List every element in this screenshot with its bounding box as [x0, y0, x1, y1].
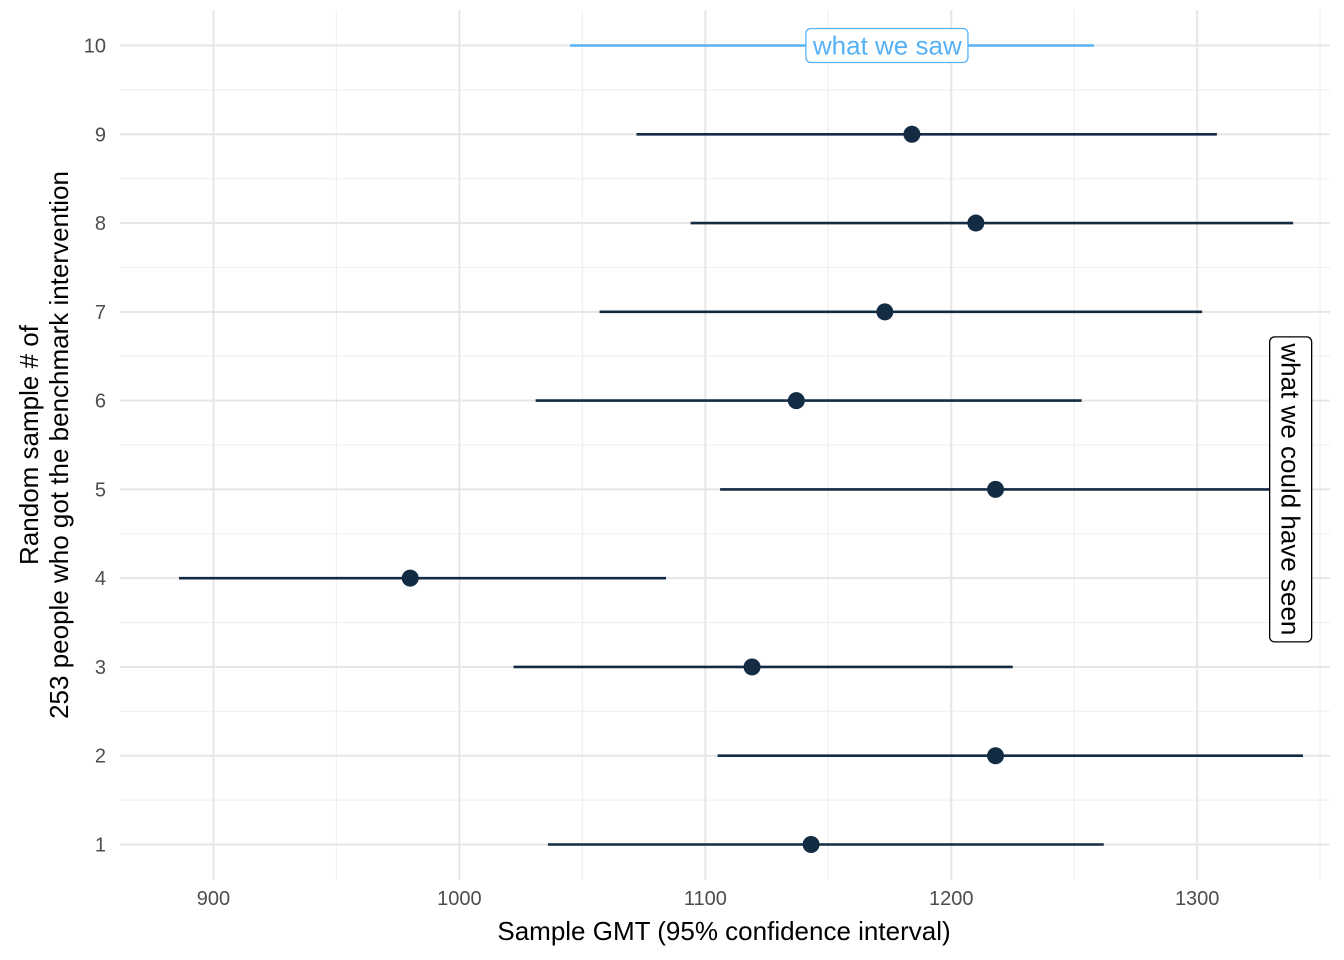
y-tick-label: 6	[95, 391, 106, 413]
y-axis-title: Random sample # of 253 people who got th…	[14, 171, 74, 719]
x-tick-label: 900	[197, 888, 230, 910]
gmt-point	[743, 658, 761, 676]
gmt-point	[987, 480, 1005, 498]
x-axis-title: Sample GMT (95% confidence interval)	[497, 916, 950, 946]
gmt-point	[967, 214, 985, 232]
point-range-sample-4	[179, 569, 666, 587]
gmt-point	[903, 125, 921, 143]
y-tick-label: 4	[95, 568, 106, 590]
y-tick-label: 3	[95, 657, 106, 679]
x-tick-label: 1000	[437, 888, 482, 910]
y-tick-label: 1	[95, 834, 106, 856]
gmt-point	[802, 835, 820, 853]
annotation-box	[805, 27, 969, 64]
y-axis-title-line-1: Random sample # of	[14, 324, 44, 565]
annotation-box	[1269, 336, 1313, 643]
y-axis-title-line-2: 253 people who got the benchmark interve…	[44, 171, 74, 719]
annotation-text: what we saw	[812, 31, 962, 61]
point-range-sample-8	[690, 214, 1294, 232]
point-range-sample-5	[720, 480, 1296, 498]
x-tick-label: 1300	[1175, 888, 1220, 910]
annotation-text: what we could have seen	[1276, 342, 1306, 635]
point-range-sample-6	[535, 392, 1082, 410]
annotation-label-2: what we could have seen	[1269, 336, 1313, 643]
point-range-sample-3	[513, 658, 1013, 676]
point-range-sample-7	[599, 303, 1203, 321]
x-tick-label: 1200	[929, 888, 974, 910]
point-range-sample-1	[547, 835, 1104, 853]
y-tick-label: 2	[95, 746, 106, 768]
x-tick-label: 1100	[684, 888, 727, 910]
gmt-point	[401, 569, 419, 587]
annotation-label-1: what we saw	[805, 27, 969, 64]
gmt-point	[787, 392, 805, 410]
y-tick-label: 8	[95, 213, 106, 235]
annotations: what we saw what we could have seen	[805, 27, 1313, 643]
y-tick-label: 10	[84, 36, 106, 58]
gmt-point	[987, 747, 1005, 765]
point-range-sample-2	[717, 747, 1303, 765]
point-range-sample-9	[636, 125, 1217, 143]
y-tick-label: 9	[95, 124, 106, 146]
tick-labels: 900 1000 1100 1200 1300 1 2 3 4 5 6 7 8 9 10	[84, 36, 1220, 910]
grid-layer	[120, 10, 1330, 880]
gmt-point	[876, 303, 894, 321]
y-tick-label: 5	[95, 479, 106, 501]
y-tick-label: 7	[95, 302, 106, 324]
